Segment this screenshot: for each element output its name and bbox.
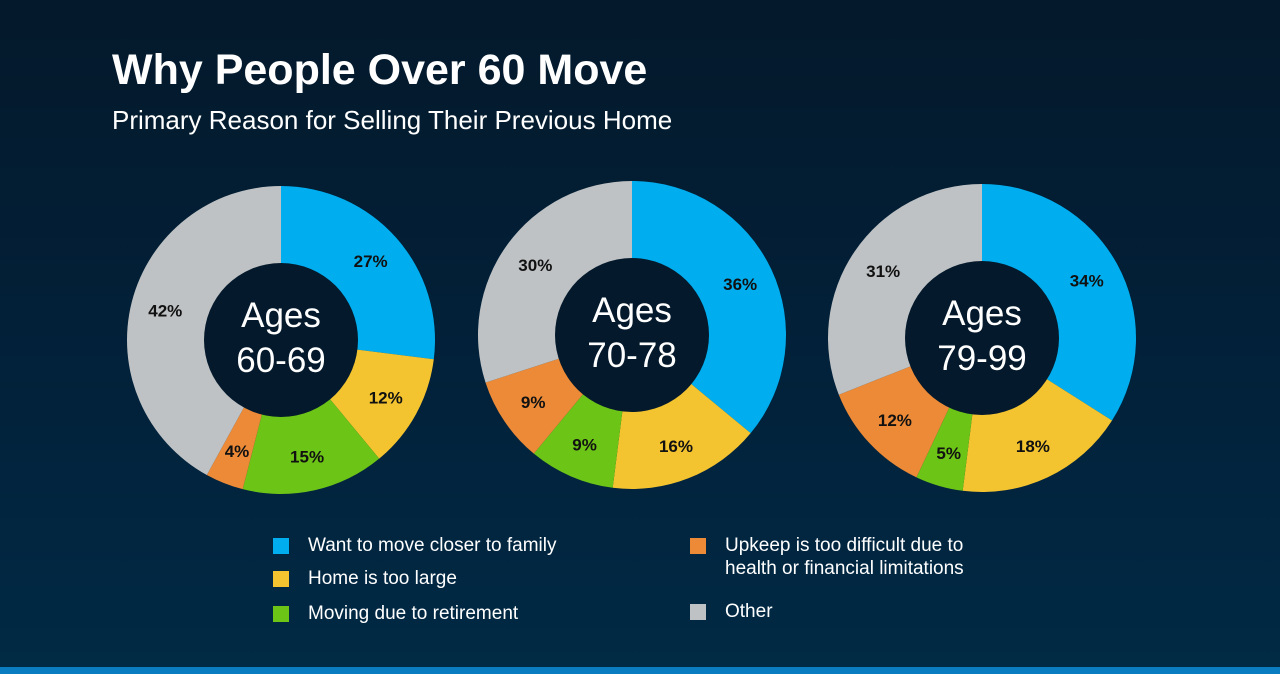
legend-item-family: Want to move closer to family xyxy=(273,534,557,557)
legend-label: Upkeep is too difficult due to xyxy=(725,535,964,556)
legend-swatch xyxy=(690,604,706,620)
legend-item-large: Home is too large xyxy=(273,567,457,590)
donut-hole xyxy=(905,261,1059,415)
slice-label: 34% xyxy=(1070,271,1104,290)
slice-label: 16% xyxy=(659,437,693,456)
legend-label: Other xyxy=(725,601,773,622)
slice-label: 15% xyxy=(290,448,324,467)
age-group-range: 60-69 xyxy=(236,341,326,380)
donut-hole xyxy=(555,258,709,412)
legend-label: Want to move closer to family xyxy=(308,535,557,556)
slice-label: 36% xyxy=(723,275,757,294)
slice-label: 42% xyxy=(148,301,182,320)
chart-subtitle: Primary Reason for Selling Their Previou… xyxy=(112,105,673,135)
slice-label: 27% xyxy=(354,252,388,271)
donut-slice xyxy=(632,181,787,434)
legend-label: health or financial limitations xyxy=(725,558,964,579)
legend-swatch xyxy=(273,606,289,622)
age-group-label: Ages xyxy=(241,296,321,335)
age-group-range: 79-99 xyxy=(937,339,1027,378)
slice-label: 9% xyxy=(572,436,597,455)
age-group-label: Ages xyxy=(592,291,672,330)
legend-swatch xyxy=(690,538,706,554)
slice-label: 18% xyxy=(1016,437,1050,456)
footer-bar xyxy=(0,667,1280,674)
legend-label: Home is too large xyxy=(308,568,457,589)
slice-label: 4% xyxy=(225,442,250,461)
slice-label: 12% xyxy=(878,411,912,430)
age-group-range: 70-78 xyxy=(587,336,677,375)
legend-item-other: Other xyxy=(690,600,773,623)
slice-label: 9% xyxy=(521,393,546,412)
chart-title: Why People Over 60 Move xyxy=(112,46,648,94)
legend-item-retirement: Moving due to retirement xyxy=(273,602,519,625)
age-group-label: Ages xyxy=(942,294,1022,333)
slice-label: 5% xyxy=(936,444,961,463)
slice-label: 31% xyxy=(866,262,900,281)
legend-item-upkeep: Upkeep is too difficult due to health or … xyxy=(690,534,964,580)
slice-label: 30% xyxy=(518,256,552,275)
legend-swatch xyxy=(273,571,289,587)
legend-label: Moving due to retirement xyxy=(308,603,519,624)
donut-hole xyxy=(204,263,358,417)
slice-label: 12% xyxy=(369,389,403,408)
legend-swatch xyxy=(273,538,289,554)
